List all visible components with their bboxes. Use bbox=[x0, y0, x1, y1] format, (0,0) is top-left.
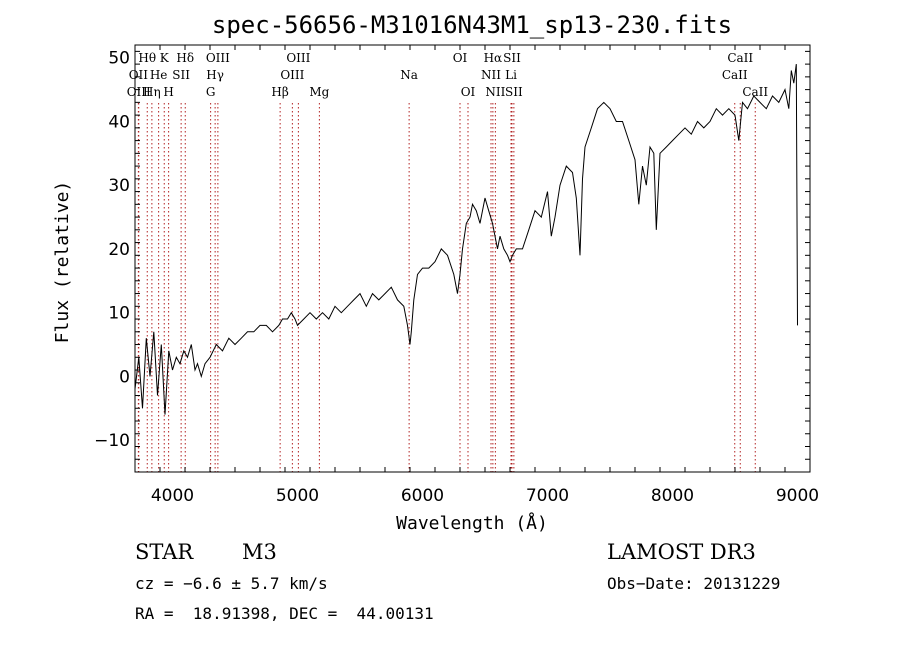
spectral-line-label: He bbox=[150, 68, 168, 82]
coordinates-readout: RA = 18.91398, DEC = 44.00131 bbox=[135, 604, 434, 623]
spectral-line-markers: HθOIIOIIIHηHeKHSIIHδGHγOIIIHβOIIIOIIIMgN… bbox=[127, 51, 768, 472]
spectral-line-label: K bbox=[160, 51, 170, 65]
spectral-line-label: H bbox=[163, 85, 173, 99]
spectral-line-label: Hα bbox=[484, 51, 503, 65]
x-tick-label: 8000 bbox=[651, 486, 694, 506]
plot-frame bbox=[134, 44, 811, 473]
spectral-line-label: OIII bbox=[280, 68, 304, 82]
y-tick-label: 40 bbox=[108, 112, 130, 132]
spectral-line-label: OIII bbox=[127, 85, 151, 99]
spectral-line-label: Li bbox=[505, 68, 517, 82]
x-axis-label: Wavelength (Å) bbox=[396, 512, 548, 534]
spectral-line-label: OIII bbox=[206, 51, 230, 65]
spectral-line-label: CaII bbox=[722, 68, 748, 82]
spectral-line-label: OI bbox=[453, 51, 468, 65]
spectral-line-label: OI bbox=[461, 85, 476, 99]
y-tick-label: 0 bbox=[119, 367, 130, 387]
spectral-line-label: CaII bbox=[727, 51, 753, 65]
spectral-line-label: Hγ bbox=[206, 68, 224, 82]
y-tick-label: −10 bbox=[94, 431, 130, 451]
x-tick-label: 6000 bbox=[401, 486, 444, 506]
spectral-line-label: Hδ bbox=[176, 51, 194, 65]
x-tick-label: 4000 bbox=[151, 486, 194, 506]
spectral-line-label: Hθ bbox=[138, 51, 156, 65]
survey-name: LAMOST DR3 bbox=[607, 540, 756, 564]
spectral-line-label: CaII bbox=[742, 85, 768, 99]
x-tick-label: 5000 bbox=[276, 486, 319, 506]
y-tick-label: 20 bbox=[108, 240, 130, 260]
redshift-readout: cz = −6.6 ± 5.7 km/s bbox=[135, 574, 328, 593]
spectral-line-label: OII bbox=[129, 68, 149, 82]
x-tick-label: 9000 bbox=[776, 486, 819, 506]
chart-title: spec-56656-M31016N43M1_sp13-230.fits bbox=[212, 11, 732, 39]
spectrum-series-line bbox=[134, 64, 798, 415]
spectral-line-label: G bbox=[206, 85, 216, 99]
spectral-line-label: Hη bbox=[143, 85, 161, 99]
x-tick-label: 7000 bbox=[526, 486, 569, 506]
x-axis: 4000 5000 6000 7000 8000 9000 bbox=[134, 45, 819, 506]
observation-date: Obs−Date: 20131229 bbox=[607, 574, 781, 593]
spectral-line-label: Hβ bbox=[271, 85, 288, 99]
object-class: STAR bbox=[135, 540, 194, 564]
spectral-line-label: Mg bbox=[309, 85, 329, 99]
spectral-line-label: SII bbox=[505, 85, 523, 99]
y-tick-label: 30 bbox=[108, 176, 130, 196]
spectral-line-label: NII bbox=[481, 68, 501, 82]
spectral-line-label: NII bbox=[485, 85, 505, 99]
y-tick-label: 10 bbox=[108, 304, 130, 324]
y-tick-label: 50 bbox=[108, 49, 130, 69]
spectral-line-label: OIII bbox=[286, 51, 310, 65]
spectral-line-label: SII bbox=[172, 68, 190, 82]
spectral-line-label: Na bbox=[400, 68, 418, 82]
spectral-line-label: SII bbox=[503, 51, 521, 65]
object-subclass: M3 bbox=[242, 540, 277, 564]
y-axis-label: Flux (relative) bbox=[52, 181, 73, 344]
y-axis: −10 0 10 20 30 40 50 bbox=[94, 49, 810, 473]
